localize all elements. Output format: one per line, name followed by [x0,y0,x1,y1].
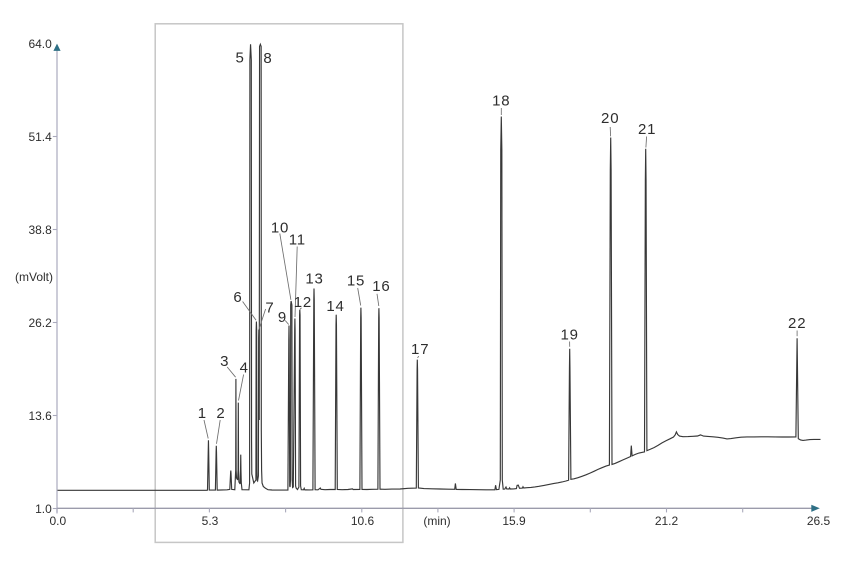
svg-text:21: 21 [638,121,656,138]
svg-text:8: 8 [263,50,272,67]
svg-text:38.8: 38.8 [28,223,52,237]
svg-text:6: 6 [233,289,242,306]
svg-text:(min): (min) [423,514,450,528]
svg-text:17: 17 [411,341,429,358]
svg-text:4: 4 [240,360,249,377]
svg-text:9: 9 [278,309,287,326]
svg-text:22: 22 [788,315,806,332]
svg-text:1.0: 1.0 [35,502,52,516]
svg-text:64.0: 64.0 [28,37,52,51]
svg-text:21.2: 21.2 [655,514,679,528]
svg-text:0.0: 0.0 [49,514,66,528]
svg-text:10: 10 [271,219,289,236]
svg-text:14: 14 [326,298,344,315]
svg-text:18: 18 [492,93,510,110]
svg-text:(mVolt): (mVolt) [15,270,53,284]
svg-text:26.2: 26.2 [28,316,52,330]
svg-text:3: 3 [220,353,229,370]
svg-text:10.6: 10.6 [351,514,375,528]
svg-text:20: 20 [601,110,619,127]
svg-text:2: 2 [216,405,225,422]
svg-text:26.5: 26.5 [807,514,831,528]
svg-text:5: 5 [236,49,245,66]
svg-text:15: 15 [347,273,365,290]
svg-text:5.3: 5.3 [202,514,219,528]
svg-text:16: 16 [372,278,390,295]
svg-text:1: 1 [198,405,207,422]
svg-text:12: 12 [294,294,312,311]
svg-text:15.9: 15.9 [502,514,526,528]
svg-text:13: 13 [305,270,323,287]
svg-text:7: 7 [265,300,274,317]
svg-text:13.6: 13.6 [28,409,52,423]
svg-text:51.4: 51.4 [28,130,52,144]
svg-text:11: 11 [289,232,306,249]
svg-text:19: 19 [560,326,578,343]
